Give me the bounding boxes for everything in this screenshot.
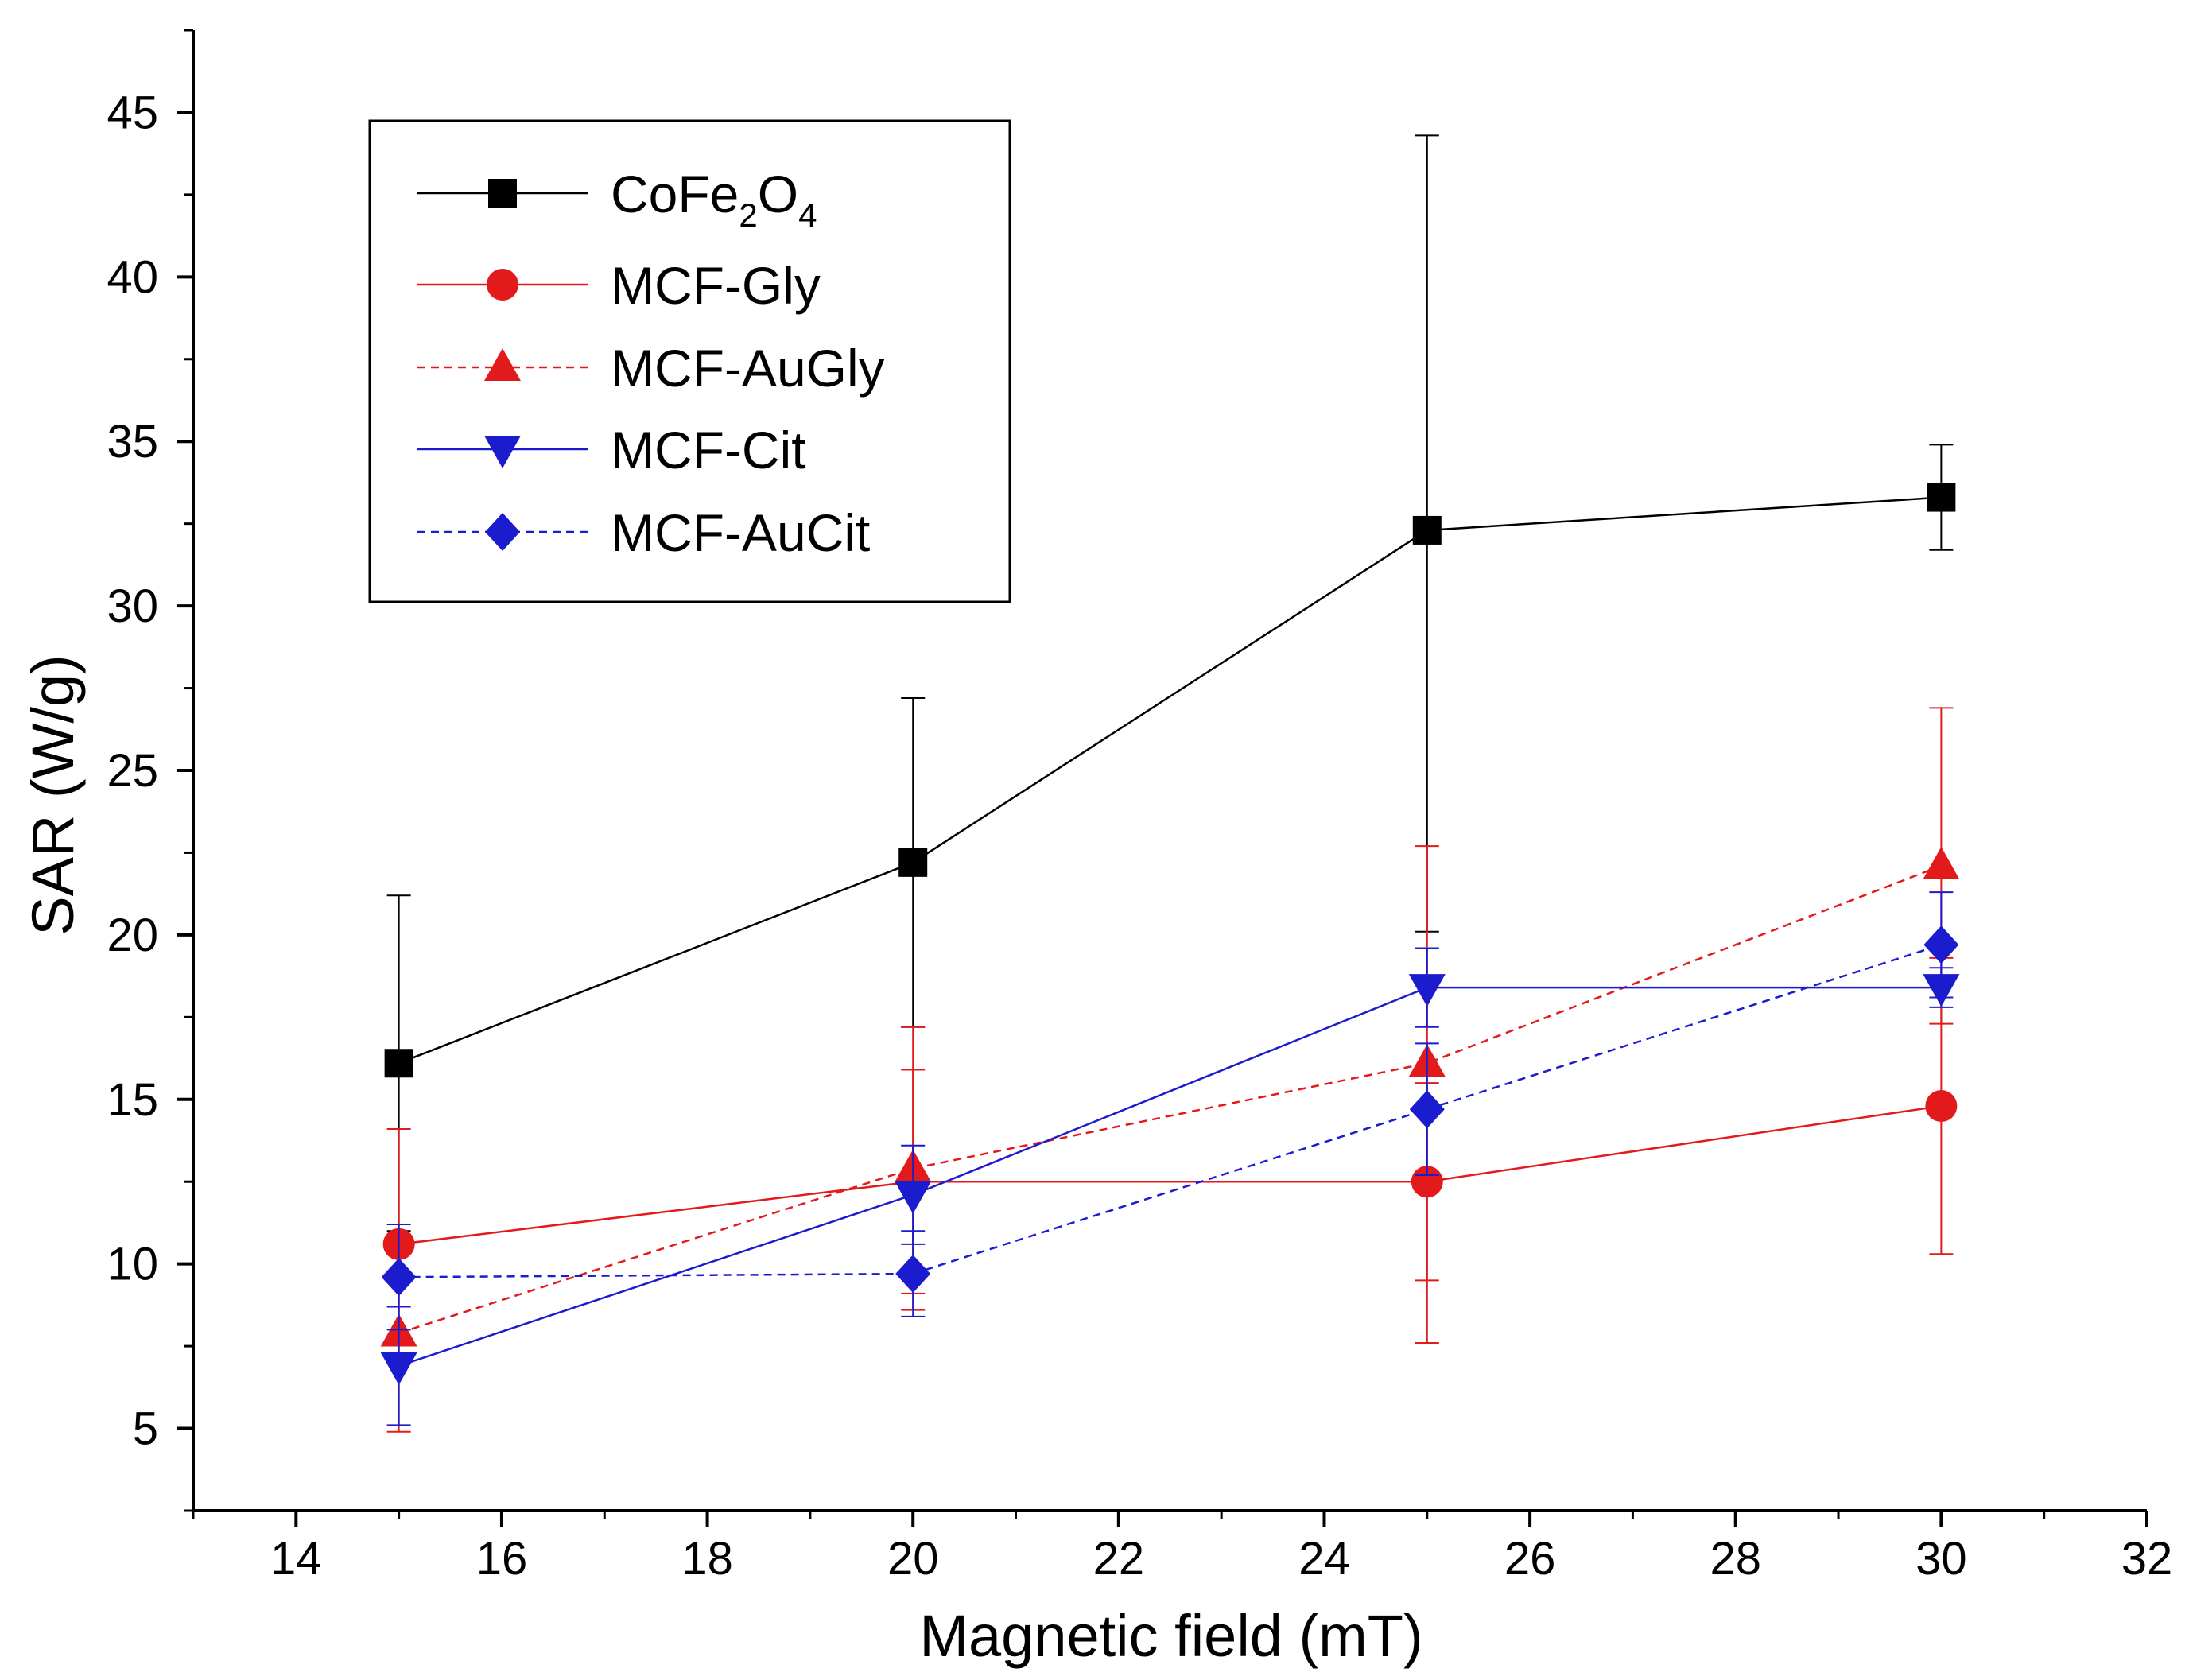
legend-label: MCF-Gly: [611, 256, 821, 315]
data-point: [1927, 483, 1956, 512]
x-tick-label: 26: [1504, 1533, 1556, 1585]
series-mcf-augly: [380, 707, 1960, 1433]
y-tick-label: 30: [107, 580, 158, 632]
y-tick-label: 5: [133, 1403, 158, 1455]
legend-marker: [485, 513, 520, 551]
data-point: [1923, 846, 1960, 879]
legend-label: CoFe2O4: [611, 165, 817, 234]
data-point: [1408, 974, 1446, 1007]
x-tick-label: 14: [270, 1533, 322, 1585]
series-cofe2o4: [384, 134, 1956, 1232]
x-ticks: 14 16 18 20 22 24 26 28 30 32: [192, 1511, 2173, 1585]
legend-item-mcf-aucit: MCF-AuCit: [417, 503, 870, 562]
data-point: [898, 848, 928, 877]
series-line: [398, 1104, 1942, 1246]
x-tick-label: 32: [2121, 1533, 2173, 1585]
y-axis-title: SAR (W/g): [20, 654, 86, 936]
legend: CoFe2O4 MCF-Gly MCF-AuGly MCF-Cit MCF-AuCit: [368, 119, 1011, 603]
y-tick-label: 45: [107, 87, 158, 138]
y-tick-label: 35: [107, 416, 158, 468]
y-tick-label: 15: [107, 1074, 158, 1126]
series-mcf-aucit: [381, 891, 1959, 1331]
legend-marker: [484, 436, 521, 468]
data-point: [895, 1181, 932, 1214]
data-point: [1409, 1090, 1445, 1129]
legend-label: MCF-AuGly: [611, 339, 885, 398]
y-tick-label: 25: [107, 745, 158, 797]
data-point: [381, 1258, 417, 1297]
legend-label-subscript: 4: [798, 196, 817, 234]
series-mcf-cit: [380, 947, 1960, 1426]
x-tick-label: 30: [1915, 1533, 1967, 1585]
x-axis-title: Magnetic field (mT): [919, 1603, 1422, 1669]
series-layer: [380, 134, 1960, 1433]
series-line: [398, 496, 1942, 1065]
legend-item-mcf-cit: MCF-Cit: [417, 421, 806, 479]
series-line: [398, 864, 1942, 1334]
legend-marker: [487, 269, 518, 301]
x-tick-label: 16: [476, 1533, 528, 1585]
legend-item-mcf-gly: MCF-Gly: [417, 256, 821, 315]
series-line: [398, 944, 1942, 1278]
x-tick-label: 18: [681, 1533, 733, 1585]
legend-label-part: CoFe: [611, 165, 739, 223]
x-tick-label: 22: [1093, 1533, 1145, 1585]
legend-marker: [488, 179, 517, 208]
x-tick-label: 24: [1298, 1533, 1350, 1585]
data-point: [1923, 925, 1959, 964]
legend-label-subscript: 2: [739, 196, 757, 234]
data-point: [895, 1255, 931, 1294]
legend-marker: [484, 348, 521, 381]
legend-item-cofe2o4: CoFe2O4: [417, 165, 817, 234]
legend-box: [368, 119, 1011, 603]
y-ticks: 5 10 15 20 25 30 35 40 45: [107, 29, 193, 1512]
legend-item-mcf-augly: MCF-AuGly: [417, 339, 885, 398]
data-point: [1412, 515, 1442, 545]
data-point: [380, 1352, 417, 1385]
series-line: [398, 986, 1942, 1368]
x-tick-label: 20: [887, 1533, 939, 1585]
legend-items: CoFe2O4 MCF-Gly MCF-AuGly MCF-Cit MCF-AuCit: [417, 165, 885, 562]
y-tick-label: 40: [107, 251, 158, 303]
legend-label: MCF-Cit: [611, 421, 806, 479]
legend-label-part: O: [758, 165, 798, 223]
y-tick-label: 10: [107, 1239, 158, 1290]
x-tick-label: 28: [1710, 1533, 1761, 1585]
data-point: [1925, 1090, 1958, 1123]
series-mcf-gly: [382, 956, 1958, 1360]
data-point: [384, 1049, 413, 1078]
y-tick-label: 20: [107, 910, 158, 961]
legend-label: MCF-AuCit: [611, 503, 870, 562]
